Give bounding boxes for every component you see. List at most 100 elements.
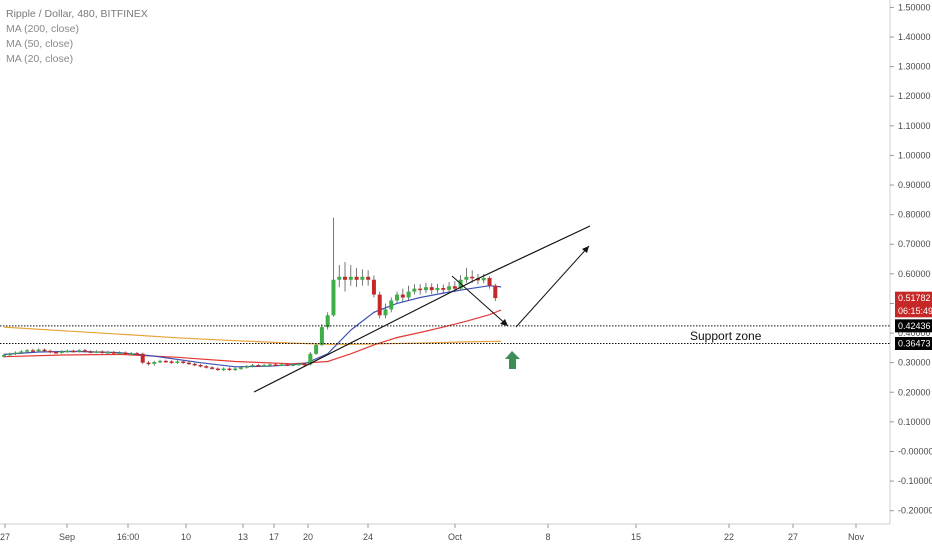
candlesticks (2, 217, 498, 371)
projection-down-arrow[interactable] (451, 275, 509, 327)
price-tags: 0.51782 06:15:49 0.42436 0.36473 (895, 291, 932, 350)
candle (423, 282, 428, 294)
price-tick-label: 0.90000 (898, 180, 931, 190)
candle (221, 367, 226, 371)
chart-title[interactable]: Ripple / Dollar, 480, BITFINEX (6, 8, 148, 20)
legend-ma50[interactable]: MA (50, close) (6, 38, 74, 50)
candle (383, 303, 388, 319)
candle (343, 262, 348, 292)
candle (59, 350, 64, 354)
time-tick-label: Oct (448, 532, 463, 542)
candle (77, 349, 82, 353)
candle (181, 360, 186, 364)
candle (244, 365, 249, 369)
candle (65, 349, 70, 353)
candle (129, 351, 134, 355)
candle (400, 288, 405, 302)
projection-up-arrow[interactable] (515, 245, 590, 328)
candle (354, 267, 359, 288)
candle (111, 350, 116, 355)
svg-text:0.42436: 0.42436 (898, 321, 931, 331)
time-tick-label: 15 (631, 532, 641, 542)
candle (435, 283, 440, 294)
candle (296, 362, 301, 366)
candle (88, 350, 93, 354)
candle (100, 350, 105, 354)
candle (163, 359, 168, 363)
candle (227, 367, 232, 371)
candle (470, 270, 475, 283)
candle (267, 363, 272, 367)
candle (30, 348, 35, 352)
candle (54, 350, 59, 354)
candle (123, 351, 128, 355)
rising-trendline[interactable] (253, 279, 476, 393)
up-arrow-icon[interactable] (505, 351, 520, 369)
candle (233, 367, 238, 371)
candle (273, 363, 278, 367)
legend-ma200[interactable]: MA (200, close) (6, 23, 79, 35)
candle (13, 351, 18, 355)
price-axis-ticks: 1.50000 1.40000 1.30000 1.20000 1.10000 1.000… (890, 2, 932, 516)
candle (493, 283, 498, 302)
candle (262, 363, 267, 367)
candle (36, 348, 41, 352)
candle (441, 284, 446, 294)
time-tick-label: 24 (363, 532, 373, 542)
price-tick-label: 0.20000 (898, 387, 931, 397)
ma50-line (3, 309, 502, 365)
candle (106, 350, 111, 354)
candle (186, 361, 191, 366)
price-tick-label: 0.70000 (898, 239, 931, 249)
candle (146, 360, 151, 366)
candle (169, 360, 174, 364)
candle (447, 282, 452, 293)
candle (134, 351, 139, 355)
candle (487, 276, 492, 289)
price-tick-label: -0.20000 (898, 506, 932, 516)
ma200-line (3, 326, 502, 345)
candle (377, 291, 382, 319)
candle (314, 343, 319, 355)
time-tick-label: Sep (59, 532, 75, 542)
candle (238, 366, 243, 370)
price-tag: 0.51782 (895, 291, 932, 305)
candle (192, 362, 197, 367)
svg-text:0.51782: 0.51782 (898, 293, 931, 303)
candle (285, 363, 290, 367)
channel-upper-line[interactable] (474, 225, 591, 281)
candle (7, 352, 12, 357)
candle (464, 267, 469, 283)
candle (19, 350, 24, 354)
candle (412, 284, 417, 295)
legend-ma20[interactable]: MA (20, close) (6, 53, 74, 65)
candle (302, 362, 307, 366)
price-tick-label: 1.10000 (898, 121, 931, 131)
candle (198, 363, 203, 368)
support-zone-label: Support zone (690, 329, 762, 343)
arrow-head-up (582, 246, 589, 253)
price-tick-label: 1.30000 (898, 62, 931, 72)
candle (406, 285, 411, 301)
candle (348, 264, 353, 286)
candle (152, 360, 157, 366)
candle (94, 350, 99, 354)
candle (418, 284, 423, 295)
price-tick-label: 1.50000 (898, 2, 931, 12)
candle (204, 365, 209, 369)
candle (71, 349, 76, 353)
candle (158, 359, 163, 364)
candle (360, 269, 365, 286)
chart-legend: Ripple / Dollar, 480, BITFINEX MA (200, … (6, 7, 148, 67)
price-tick-label: -0.00000 (898, 446, 932, 456)
candle (366, 270, 371, 286)
candle (140, 352, 145, 364)
candle (250, 363, 255, 368)
time-tick-label: 13 (238, 532, 248, 542)
candle (215, 367, 220, 371)
candle (256, 363, 261, 367)
candle (389, 297, 394, 313)
price-tag: 0.42436 (895, 319, 932, 333)
candle (117, 351, 122, 355)
